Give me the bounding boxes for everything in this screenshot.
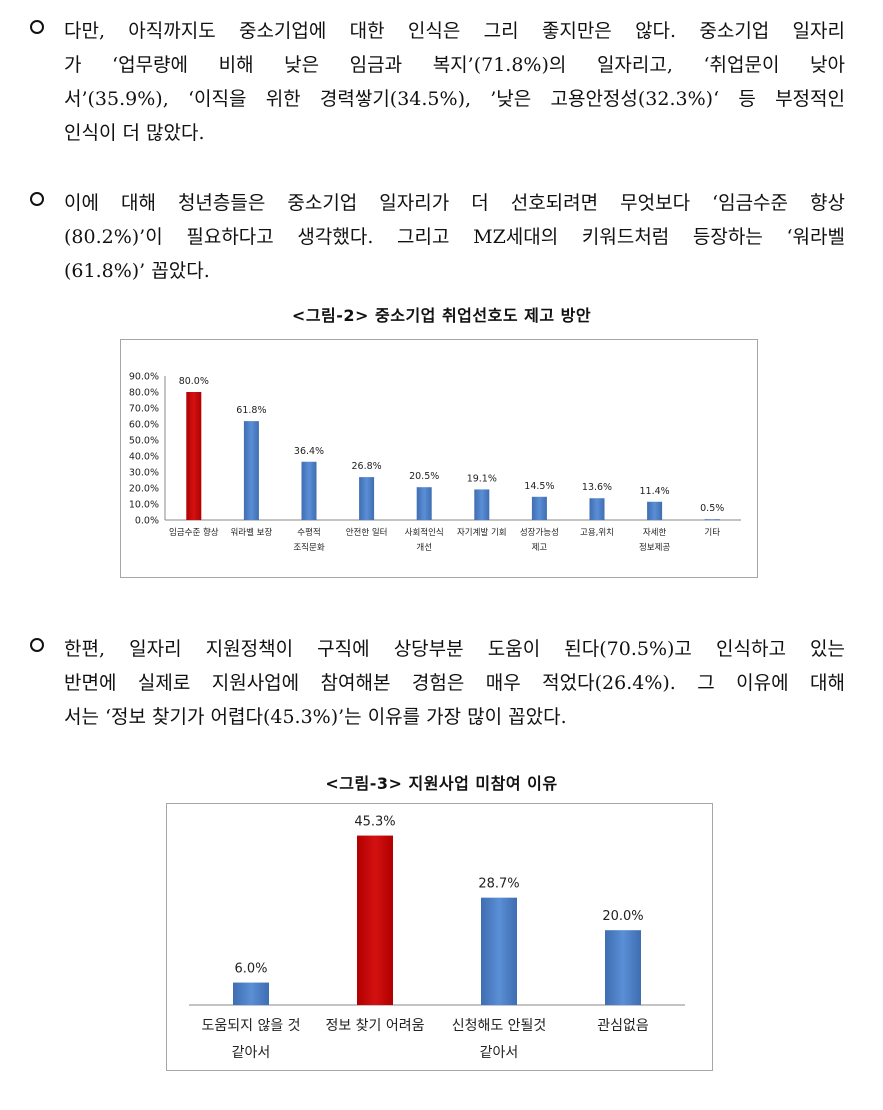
y-tick-label: 30.0% — [129, 468, 159, 479]
bar — [186, 392, 202, 520]
data-label: 28.7% — [478, 877, 519, 892]
paragraph-line: (80.2%)’이 필요하다고 생각했다. 그리고 MZ세대의 키워드처럼 등장… — [64, 226, 845, 248]
data-label: 13.6% — [582, 482, 612, 493]
x-tick-label: 관심없음 — [597, 1018, 649, 1034]
bar — [233, 982, 269, 1005]
bar — [605, 930, 641, 1005]
data-label: 20.5% — [409, 471, 439, 482]
data-label: 61.8% — [236, 405, 266, 416]
bar — [647, 501, 663, 520]
data-label: 11.4% — [640, 486, 670, 497]
paragraph-line: 서는 ‘정보 찾기가 어렵다(45.3%)’는 이유를 가장 많이 꼽았다. — [64, 706, 567, 728]
bar — [243, 421, 259, 520]
x-tick-label: 도움되지 않을 것 — [201, 1018, 300, 1034]
bar — [357, 835, 393, 1005]
x-tick-label: 같아서 — [480, 1045, 519, 1061]
x-tick-label: 같아서 — [232, 1045, 271, 1061]
y-tick-label: 0.0% — [135, 516, 159, 527]
circle-bullet-icon — [30, 638, 44, 652]
data-label: 45.3% — [354, 815, 395, 830]
y-tick-label: 70.0% — [129, 404, 159, 415]
figure-2-chart: 0.0% 10.0% 20.0% 30.0% 40.0% 50.0% 60.0% 70.0% 8… — [120, 339, 758, 578]
y-tick-label: 90.0% — [129, 372, 159, 383]
data-label: 14.5% — [524, 481, 554, 492]
x-tick-label: 수평적 — [297, 527, 320, 538]
bar — [481, 897, 517, 1005]
x-tick-label: 정보제공 — [639, 542, 670, 553]
x-tick-label: 정보 찾기 어려움 — [325, 1018, 424, 1034]
x-tick-label: 성장가능성 — [520, 527, 559, 538]
paragraph-1: 다만, 아직까지도 중소기업에 대한 인식은 그리 좋지만은 않다. 중소기업 … — [30, 14, 845, 154]
paragraph-line: (61.8%)’ 꼽았다. — [64, 260, 210, 282]
paragraph-line: 인식이 더 많았다. — [64, 122, 205, 144]
circle-bullet-icon — [30, 20, 44, 34]
x-tick-label: 안전한 일터 — [346, 527, 388, 538]
figure-2-title: <그림-2> 중소기업 취업선호도 제고 방안 — [291, 306, 592, 325]
x-tick-label: 임금수준 향상 — [169, 527, 219, 538]
bar — [359, 477, 375, 520]
bar — [531, 496, 547, 520]
y-tick-label: 80.0% — [129, 388, 159, 399]
y-tick-label: 50.0% — [129, 436, 159, 447]
data-label: 0.5% — [700, 503, 724, 514]
x-tick-label: 신청해도 안될것 — [452, 1018, 547, 1034]
bar — [704, 519, 720, 521]
figure-3-title: <그림-3> 지원사업 미참여 이유 — [325, 774, 558, 793]
data-label: 20.0% — [602, 909, 643, 924]
x-tick-label: 사회적인식 — [405, 527, 444, 538]
paragraph-line: 가 ‘업무량에 비해 낮은 임금과 복지’(71.8%)의 일자리고, ‘취업문… — [64, 54, 845, 76]
y-tick-label: 20.0% — [129, 484, 159, 495]
data-label: 6.0% — [234, 962, 267, 977]
circle-bullet-icon — [30, 192, 44, 206]
x-tick-label: 조직문화 — [293, 542, 324, 553]
paragraph-line: 서’(35.9%), ‘이직을 위한 경력쌓기(34.5%), ’낮은 고용안정… — [64, 88, 845, 110]
paragraph-2: 이에 대해 청년층들은 중소기업 일자리가 더 선호되려면 무엇보다 ‘임금수준… — [30, 186, 845, 290]
x-tick-label: 기타 — [704, 528, 720, 538]
x-tick-label: 제고 — [532, 543, 548, 553]
paragraph-3: 한편, 일자리 지원정책이 구직에 상당부분 도움이 된다(70.5%)고 인식… — [30, 632, 845, 736]
bar — [416, 487, 432, 520]
bar — [589, 498, 605, 520]
bar — [474, 489, 490, 520]
figure-2-chart-svg: 0.0% 10.0% 20.0% 30.0% 40.0% 50.0% 60.0% 70.0% 8… — [129, 372, 741, 553]
data-label: 26.8% — [352, 461, 382, 472]
data-label: 80.0% — [179, 376, 209, 387]
paragraph-line: 이에 대해 청년층들은 중소기업 일자리가 더 선호되려면 무엇보다 ‘임금수준… — [64, 192, 845, 214]
paragraph-line: 다만, 아직까지도 중소기업에 대한 인식은 그리 좋지만은 않다. 중소기업 … — [64, 20, 845, 42]
bar — [301, 461, 317, 520]
x-tick-label: 자세한 — [643, 528, 667, 538]
x-tick-label: 고용,위치 — [580, 528, 614, 538]
paragraph-line: 반면에 실제로 지원사업에 참여해본 경험은 매우 적었다(26.4%). 그 … — [64, 672, 845, 694]
y-tick-label: 10.0% — [129, 500, 159, 511]
data-label: 19.1% — [467, 473, 497, 484]
x-tick-label: 자기계발 기회 — [457, 527, 507, 538]
paragraph-line: 한편, 일자리 지원정책이 구직에 상당부분 도움이 된다(70.5%)고 인식… — [64, 638, 845, 660]
x-tick-label: 개선 — [416, 542, 432, 553]
y-tick-label: 40.0% — [129, 452, 159, 463]
data-label: 36.4% — [294, 446, 324, 457]
y-tick-label: 60.0% — [129, 420, 159, 431]
x-tick-label: 워라벨 보장 — [230, 527, 272, 538]
